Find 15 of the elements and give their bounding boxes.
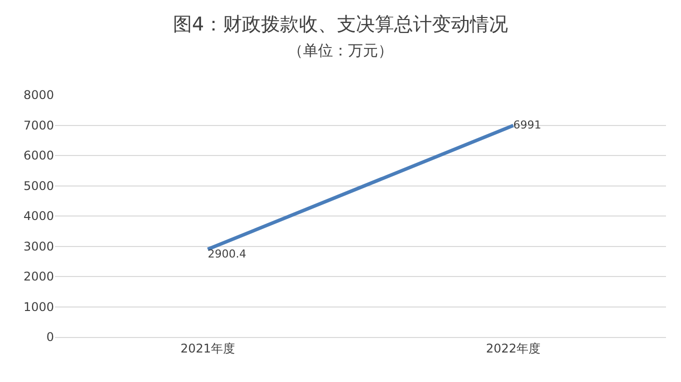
y-tick-label: 4000 [23,209,54,224]
y-tick-label: 7000 [23,118,54,132]
data-label: 6991 [513,118,542,132]
data-label: 2900.4 [208,248,246,261]
x-tick-label: 2022年度 [486,341,541,356]
chart-title: 图4：财政拨款收、支决算总计变动情况 [172,14,508,36]
y-tick-label: 3000 [23,239,54,254]
chart-subtitle: （单位：万元） [288,41,393,60]
x-tick-label: 2021年度 [180,341,236,356]
y-tick-label: 2000 [23,270,54,284]
y-tick-label: 1000 [23,300,54,314]
y-tick-label: 8000 [23,88,54,102]
y-tick-label: 6000 [23,148,54,163]
y-tick-label: 0 [46,330,54,344]
y-tick-label: 5000 [23,178,54,193]
